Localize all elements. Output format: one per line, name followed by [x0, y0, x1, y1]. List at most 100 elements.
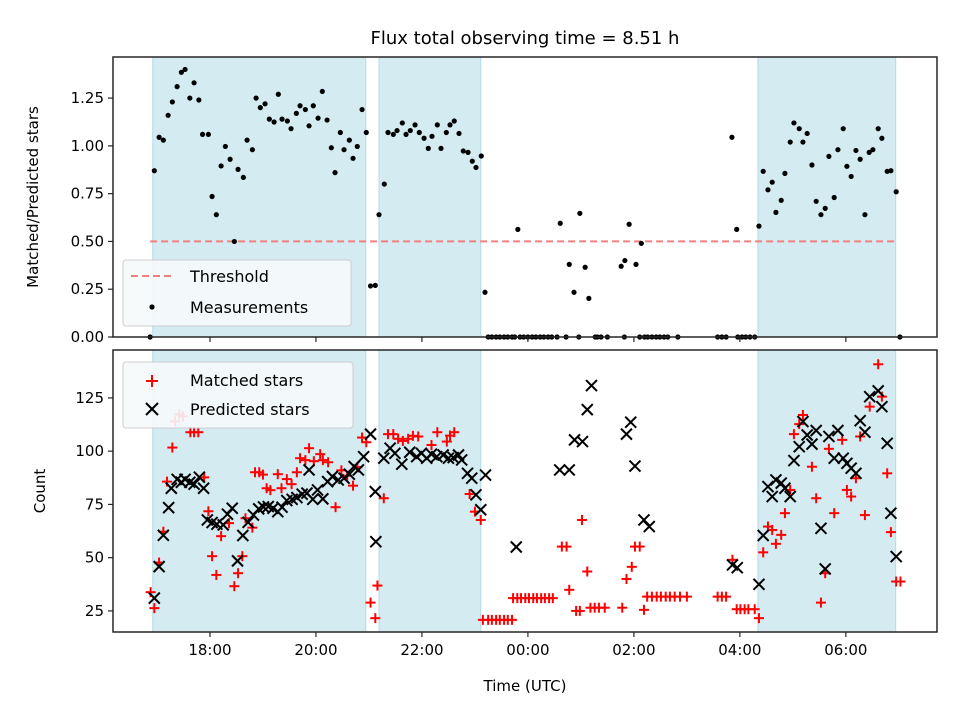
top-shaded-spans	[152, 56, 897, 338]
measurement-point	[302, 106, 308, 113]
measurement-point	[315, 115, 321, 121]
measurement-point	[760, 168, 766, 174]
measurement-point	[407, 127, 413, 134]
measurement-point	[875, 126, 881, 132]
measurement-point	[870, 147, 876, 153]
predicted-star-point	[326, 470, 339, 483]
matched-star-point	[149, 603, 160, 614]
measurement-point	[804, 130, 810, 137]
predicted-star-point	[469, 488, 483, 502]
bottom-legend: Matched stars Predicted stars	[122, 361, 354, 429]
matched-star-point	[626, 561, 637, 572]
measurement-point	[826, 153, 832, 159]
matched-star-point	[370, 613, 381, 624]
matched-star-point	[841, 484, 852, 495]
predicted-star-point	[818, 562, 832, 576]
measurement-point	[275, 91, 281, 97]
measurement-point	[279, 116, 285, 122]
measurement-point	[822, 205, 828, 211]
predicted-star-point	[643, 520, 656, 533]
measurement-point	[253, 95, 259, 101]
predicted-star-point	[871, 384, 885, 398]
measurement-point	[266, 116, 272, 122]
predicted-star-point	[148, 591, 161, 605]
measurement-point	[209, 193, 215, 200]
matched-star-point	[207, 551, 218, 562]
predicted-star-point	[479, 468, 492, 482]
matched-star-point	[837, 434, 848, 445]
measurement-point	[376, 212, 382, 218]
predicted-star-point	[377, 451, 390, 465]
legend-measurements-swatch	[149, 304, 155, 310]
predicted-star-point	[778, 482, 792, 495]
measurement-point	[174, 84, 180, 90]
matched-star-point	[846, 491, 857, 502]
measurement-point	[231, 238, 237, 245]
measurement-point	[478, 153, 484, 159]
matched-star-point	[330, 502, 341, 513]
measurement-point	[399, 120, 405, 126]
matched-star-point	[767, 524, 778, 535]
matched-star-point	[749, 604, 760, 615]
measurement-point	[465, 149, 471, 155]
predicted-star-point	[403, 446, 416, 459]
measurement-point	[306, 123, 312, 129]
bottom-x-tick-label: 02:00	[612, 641, 655, 659]
matched-star-point	[397, 435, 408, 446]
measurement-point	[853, 147, 859, 154]
predicted-star-point	[875, 400, 889, 413]
legend-measurements-label: Measurements	[190, 298, 308, 317]
matched-star-point	[315, 449, 326, 460]
predicted-star-point	[853, 414, 867, 427]
chart-title: Flux total observing time = 8.51 h	[371, 28, 680, 49]
matched-star-point	[393, 433, 404, 444]
predicted-star-point	[752, 578, 766, 591]
legend-matched-swatch	[146, 375, 158, 387]
matched-star-point	[638, 604, 649, 615]
matched-star-point	[634, 541, 645, 552]
predicted-star-point	[581, 403, 594, 416]
measurement-point	[196, 97, 202, 103]
bottom-y-tick-label: 100	[75, 442, 104, 460]
measurement-point	[765, 187, 771, 193]
measurement-point	[429, 133, 435, 139]
predicted-star-point	[226, 502, 239, 515]
legend-predicted-swatch	[145, 402, 159, 416]
predicted-star-point	[306, 493, 319, 506]
measurement-point	[447, 122, 453, 128]
bottom-legend-box	[122, 361, 354, 429]
measurement-point	[866, 149, 872, 155]
measurement-point	[756, 223, 762, 229]
predicted-star-point	[236, 529, 250, 542]
measurement-point	[809, 162, 815, 168]
matched-star-point	[413, 431, 424, 442]
predicted-star-point	[364, 427, 377, 441]
top-y-tick-label: 0.25	[71, 280, 104, 298]
matched-star-point	[561, 541, 572, 552]
bottom-panel: 25 50 75 100 125 18:00 20:00 22:00 00:00 02:00 04…	[31, 349, 938, 695]
matched-star-point	[464, 488, 475, 499]
predicted-star-point	[197, 482, 210, 495]
bottom-y-tick-label: 50	[85, 549, 104, 567]
shaded-span	[757, 56, 897, 338]
measurement-point	[813, 198, 819, 204]
measurement-point	[293, 110, 299, 116]
predicted-star-point	[553, 463, 566, 477]
measurement-point	[848, 173, 854, 180]
measurement-point	[160, 137, 166, 143]
measurement-point	[456, 130, 462, 137]
matched-star-point	[574, 605, 585, 616]
measurement-point	[199, 131, 206, 138]
matched-star-point	[300, 455, 311, 466]
measurement-point	[434, 122, 440, 128]
measurement-point	[577, 210, 583, 216]
measurement-point	[244, 137, 250, 143]
measurement-point	[571, 289, 577, 295]
matched-star-point	[432, 427, 443, 438]
measurement-point	[222, 143, 228, 150]
matched-star-point	[547, 593, 558, 604]
matched-star-point	[216, 531, 227, 542]
measurement-point	[213, 212, 219, 218]
measurement-point	[235, 166, 241, 172]
matched-star-point	[365, 597, 376, 608]
